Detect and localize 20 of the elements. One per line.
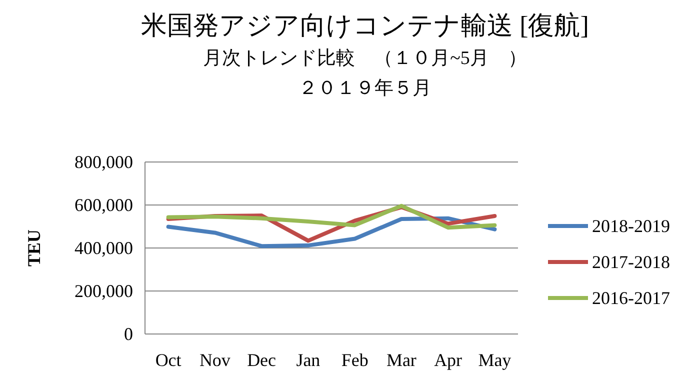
legend-label: 2018-2019 xyxy=(592,216,670,236)
x-tick-label: Jan xyxy=(296,350,320,370)
x-tick-label: Nov xyxy=(199,350,230,370)
x-tick-label: May xyxy=(478,350,512,370)
y-tick-label: 400,000 xyxy=(74,238,133,258)
title: 米国発アジア向けコンテナ輸送 [復航] xyxy=(141,11,589,40)
x-tick-label: Feb xyxy=(341,350,368,370)
subtitle: 月次トレンド比較 （１０月~5月 ） xyxy=(203,48,527,69)
x-tick-label: Oct xyxy=(155,350,182,370)
y-tick-label: 0 xyxy=(124,324,133,344)
y-tick-label: 600,000 xyxy=(74,195,133,215)
x-tick-label: Mar xyxy=(386,350,416,370)
legend-label: 2016-2017 xyxy=(592,288,670,308)
y-tick-label: 800,000 xyxy=(74,152,133,172)
x-tick-label: Apr xyxy=(434,350,462,370)
y-tick-label: 200,000 xyxy=(74,281,133,301)
x-tick-label: Dec xyxy=(247,350,276,370)
annotation: ２０１９年５月 xyxy=(298,78,432,99)
y-axis-title: TEU xyxy=(24,229,44,267)
legend-label: 2017-2018 xyxy=(592,252,670,272)
